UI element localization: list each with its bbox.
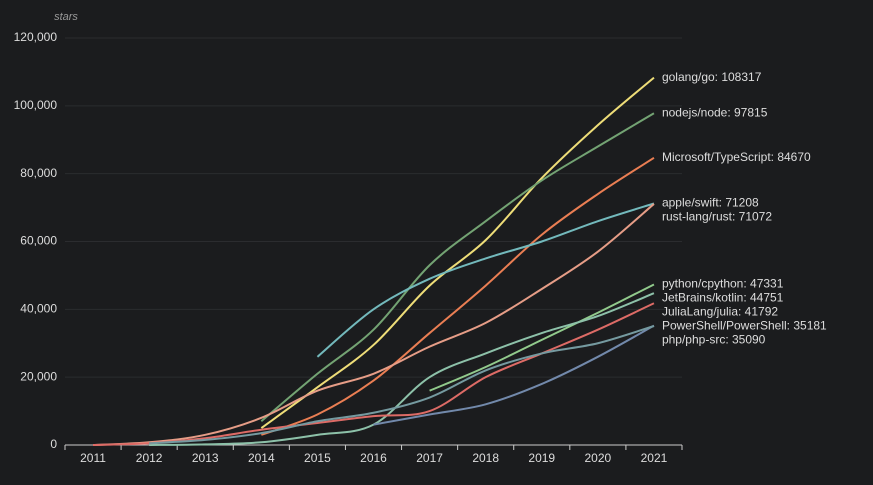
series-line <box>149 325 655 445</box>
x-tick-label: 2018 <box>472 451 499 465</box>
y-tick-label: 80,000 <box>20 166 57 180</box>
series-line <box>93 302 655 446</box>
end-label: JuliaLang/julia: 41792 <box>662 305 778 319</box>
x-tick-label: 2013 <box>192 451 219 465</box>
y-tick-label: 120,000 <box>14 30 58 44</box>
end-label: apple/swift: 71208 <box>662 196 759 210</box>
end-label: python/cpython: 47331 <box>662 277 784 291</box>
x-tick-label: 2015 <box>304 451 331 465</box>
y-tick-label: 60,000 <box>20 234 57 248</box>
series-line <box>429 283 655 392</box>
x-tick-label: 2011 <box>80 451 106 465</box>
end-label: rust-lang/rust: 71072 <box>662 210 772 224</box>
series-line <box>373 324 655 426</box>
series-line <box>92 203 655 446</box>
series-line <box>260 112 655 423</box>
end-label: PowerShell/PowerShell: 35181 <box>662 319 827 333</box>
series-line <box>260 156 655 436</box>
y-axis-label: stars <box>54 11 78 23</box>
x-tick-label: 2020 <box>585 451 612 465</box>
x-tick-label: 2012 <box>136 451 163 465</box>
x-tick-label: 2017 <box>416 451 443 465</box>
series-line <box>316 202 655 358</box>
series-line <box>260 76 655 429</box>
end-label: Microsoft/TypeScript: 84670 <box>662 150 811 164</box>
end-label: golang/go: 108317 <box>662 70 762 84</box>
end-label: php/php-src: 35090 <box>662 333 766 347</box>
x-tick-label: 2019 <box>528 451 555 465</box>
series-line <box>149 292 655 446</box>
y-tick-label: 40,000 <box>20 302 57 316</box>
y-tick-label: 0 <box>50 437 57 451</box>
end-label: JetBrains/kotlin: 44751 <box>662 291 784 305</box>
y-tick-label: 100,000 <box>14 98 58 112</box>
end-label: nodejs/node: 97815 <box>662 105 768 119</box>
y-tick-label: 20,000 <box>20 369 57 383</box>
x-tick-label: 2021 <box>641 451 668 465</box>
x-tick-label: 2014 <box>248 451 275 465</box>
x-tick-label: 2016 <box>360 451 387 465</box>
